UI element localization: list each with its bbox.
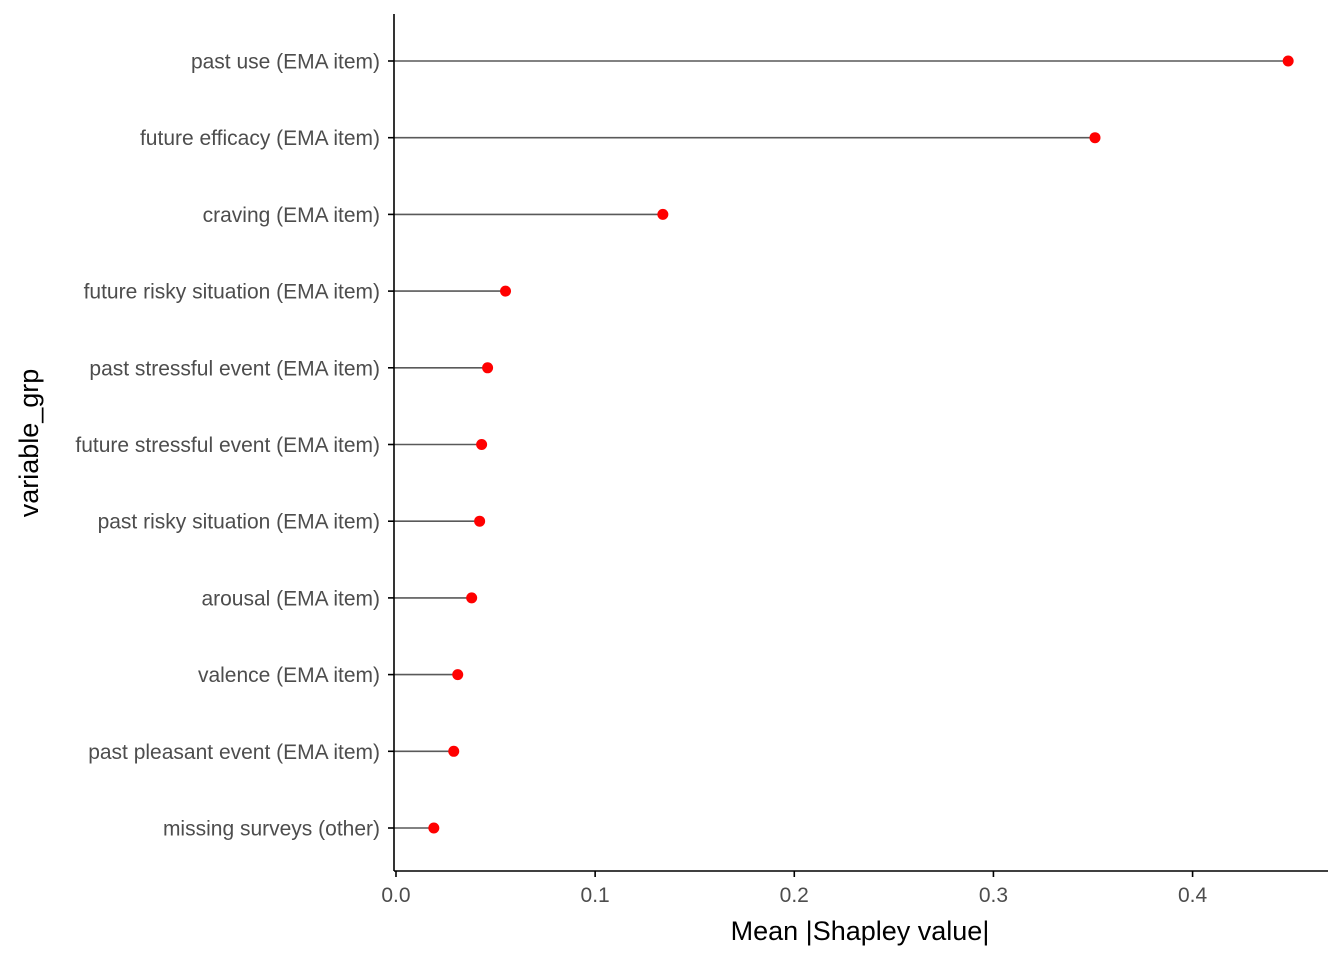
- x-tick-label: 0.3: [979, 884, 1008, 907]
- x-axis-title: Mean |Shapley value|: [731, 916, 990, 946]
- lollipop-point: [657, 208, 669, 220]
- x-axis: 0.0 0.1 0.2 0.3 0.4: [381, 870, 1328, 907]
- segments-layer: [394, 60, 1289, 829]
- y-axis-title: variable_grp: [14, 369, 44, 518]
- y-tick-label: valence (EMA item): [198, 664, 380, 687]
- lollipop-point: [476, 439, 488, 450]
- lollipop-point: [448, 745, 460, 757]
- y-tick-label: past pleasant event (EMA item): [88, 741, 380, 764]
- y-tick-label: past use (EMA item): [191, 51, 380, 74]
- x-tick-label: 0.0: [381, 884, 410, 907]
- y-tick-label: future stressful event (EMA item): [75, 434, 380, 457]
- lollipop-point: [474, 515, 486, 527]
- y-tick-label: future efficacy (EMA item): [140, 127, 380, 150]
- x-tick-label: 0.1: [581, 884, 610, 907]
- y-tick-label: future risky situation (EMA item): [84, 281, 380, 304]
- y-axis: past use (EMA item) future efficacy (EMA …: [75, 14, 395, 871]
- y-tick-label: past stressful event (EMA item): [89, 357, 380, 380]
- lollipop-point: [1089, 132, 1101, 144]
- points-layer: [428, 55, 1294, 834]
- y-tick-label: craving (EMA item): [203, 204, 380, 227]
- y-tick-label: missing surveys (other): [163, 818, 380, 841]
- y-tick-label: past risky situation (EMA item): [98, 511, 380, 534]
- x-tick-label: 0.2: [780, 884, 809, 907]
- lollipop-point: [500, 285, 512, 297]
- lollipop-point: [466, 592, 478, 604]
- lollipop-point: [1282, 55, 1294, 67]
- lollipop-point: [482, 362, 494, 374]
- x-tick-label: 0.4: [1178, 884, 1208, 907]
- lollipop-point: [428, 822, 440, 834]
- y-tick-label: arousal (EMA item): [201, 587, 380, 610]
- lollipop-point: [452, 669, 464, 681]
